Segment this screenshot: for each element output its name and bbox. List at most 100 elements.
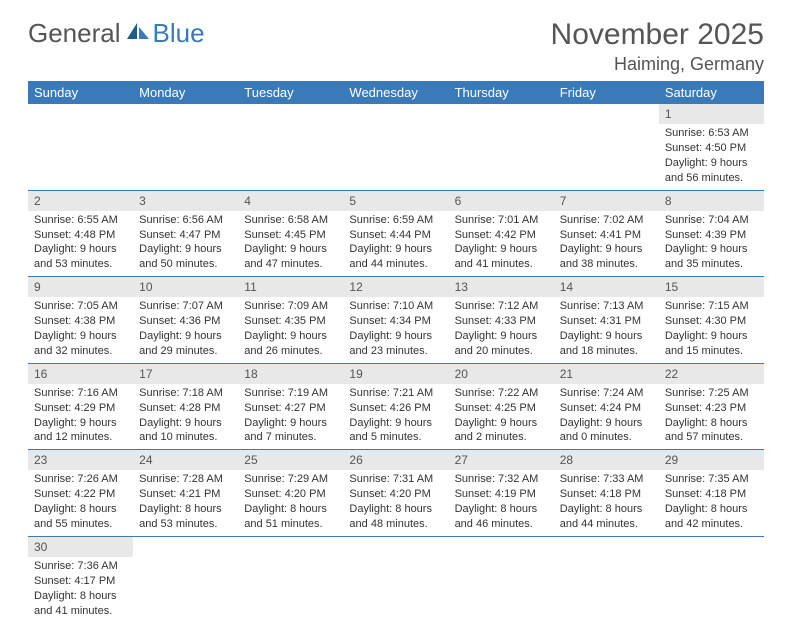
calendar-cell: 26Sunrise: 7:31 AMSunset: 4:20 PMDayligh…: [343, 450, 448, 537]
sunset-line: Sunset: 4:42 PM: [455, 228, 548, 243]
sunrise-line: Sunrise: 6:58 AM: [244, 213, 337, 228]
calendar-cell: 16Sunrise: 7:16 AMSunset: 4:29 PMDayligh…: [28, 363, 133, 450]
day-body: Sunrise: 7:35 AMSunset: 4:18 PMDaylight:…: [659, 470, 764, 535]
day-body: Sunrise: 7:29 AMSunset: 4:20 PMDaylight:…: [238, 470, 343, 535]
daylight-line: Daylight: 8 hours and 51 minutes.: [244, 502, 337, 532]
sunset-line: Sunset: 4:30 PM: [665, 314, 758, 329]
sunset-line: Sunset: 4:22 PM: [34, 487, 127, 502]
calendar-cell: [449, 104, 554, 190]
sunrise-line: Sunrise: 7:05 AM: [34, 299, 127, 314]
day-number: 29: [659, 450, 764, 470]
calendar-cell: 15Sunrise: 7:15 AMSunset: 4:30 PMDayligh…: [659, 277, 764, 364]
title-block: November 2025 Haiming, Germany: [551, 18, 764, 75]
day-number: 9: [28, 277, 133, 297]
day-number: 23: [28, 450, 133, 470]
sunrise-line: Sunrise: 7:29 AM: [244, 472, 337, 487]
day-body: Sunrise: 7:01 AMSunset: 4:42 PMDaylight:…: [449, 211, 554, 276]
daylight-line: Daylight: 8 hours and 48 minutes.: [349, 502, 442, 532]
sunset-line: Sunset: 4:35 PM: [244, 314, 337, 329]
calendar-cell: 19Sunrise: 7:21 AMSunset: 4:26 PMDayligh…: [343, 363, 448, 450]
calendar-cell: [133, 536, 238, 622]
calendar-cell: [238, 536, 343, 622]
day-body: Sunrise: 7:36 AMSunset: 4:17 PMDaylight:…: [28, 557, 133, 622]
daylight-line: Daylight: 9 hours and 15 minutes.: [665, 329, 758, 359]
weekday-header: Tuesday: [238, 81, 343, 104]
daylight-line: Daylight: 9 hours and 0 minutes.: [560, 416, 653, 446]
calendar-cell: 30Sunrise: 7:36 AMSunset: 4:17 PMDayligh…: [28, 536, 133, 622]
day-body: Sunrise: 6:55 AMSunset: 4:48 PMDaylight:…: [28, 211, 133, 276]
day-number: 13: [449, 277, 554, 297]
daylight-line: Daylight: 9 hours and 2 minutes.: [455, 416, 548, 446]
sunset-line: Sunset: 4:25 PM: [455, 401, 548, 416]
calendar-cell: 13Sunrise: 7:12 AMSunset: 4:33 PMDayligh…: [449, 277, 554, 364]
day-number: 2: [28, 191, 133, 211]
day-body: Sunrise: 7:12 AMSunset: 4:33 PMDaylight:…: [449, 297, 554, 362]
daylight-line: Daylight: 8 hours and 42 minutes.: [665, 502, 758, 532]
calendar-cell: 8Sunrise: 7:04 AMSunset: 4:39 PMDaylight…: [659, 190, 764, 277]
weekday-header: Saturday: [659, 81, 764, 104]
day-number: 27: [449, 450, 554, 470]
weekday-header: Thursday: [449, 81, 554, 104]
calendar-cell: 21Sunrise: 7:24 AMSunset: 4:24 PMDayligh…: [554, 363, 659, 450]
daylight-line: Daylight: 9 hours and 44 minutes.: [349, 242, 442, 272]
sunrise-line: Sunrise: 6:56 AM: [139, 213, 232, 228]
header: General Blue November 2025 Haiming, Germ…: [28, 18, 764, 75]
calendar-cell: 23Sunrise: 7:26 AMSunset: 4:22 PMDayligh…: [28, 450, 133, 537]
day-number: 20: [449, 364, 554, 384]
day-number: 6: [449, 191, 554, 211]
day-body: Sunrise: 7:09 AMSunset: 4:35 PMDaylight:…: [238, 297, 343, 362]
daylight-line: Daylight: 8 hours and 41 minutes.: [34, 589, 127, 619]
daylight-line: Daylight: 9 hours and 41 minutes.: [455, 242, 548, 272]
calendar-cell: 25Sunrise: 7:29 AMSunset: 4:20 PMDayligh…: [238, 450, 343, 537]
calendar-cell: 12Sunrise: 7:10 AMSunset: 4:34 PMDayligh…: [343, 277, 448, 364]
sunrise-line: Sunrise: 7:26 AM: [34, 472, 127, 487]
sunset-line: Sunset: 4:31 PM: [560, 314, 653, 329]
day-number: 28: [554, 450, 659, 470]
sunset-line: Sunset: 4:39 PM: [665, 228, 758, 243]
calendar-cell: [554, 536, 659, 622]
logo: General Blue: [28, 18, 205, 49]
day-body: Sunrise: 7:25 AMSunset: 4:23 PMDaylight:…: [659, 384, 764, 449]
sunrise-line: Sunrise: 7:28 AM: [139, 472, 232, 487]
sunrise-line: Sunrise: 7:32 AM: [455, 472, 548, 487]
daylight-line: Daylight: 9 hours and 32 minutes.: [34, 329, 127, 359]
daylight-line: Daylight: 8 hours and 55 minutes.: [34, 502, 127, 532]
daylight-line: Daylight: 9 hours and 20 minutes.: [455, 329, 548, 359]
sunrise-line: Sunrise: 7:12 AM: [455, 299, 548, 314]
sunrise-line: Sunrise: 7:22 AM: [455, 386, 548, 401]
daylight-line: Daylight: 9 hours and 50 minutes.: [139, 242, 232, 272]
day-number: 3: [133, 191, 238, 211]
logo-text-1: General: [28, 18, 121, 49]
day-number: 7: [554, 191, 659, 211]
day-number: 4: [238, 191, 343, 211]
sunset-line: Sunset: 4:20 PM: [349, 487, 442, 502]
day-number: 22: [659, 364, 764, 384]
sunrise-line: Sunrise: 7:04 AM: [665, 213, 758, 228]
daylight-line: Daylight: 9 hours and 53 minutes.: [34, 242, 127, 272]
day-body: Sunrise: 7:02 AMSunset: 4:41 PMDaylight:…: [554, 211, 659, 276]
sunrise-line: Sunrise: 7:35 AM: [665, 472, 758, 487]
calendar-body: 1Sunrise: 6:53 AMSunset: 4:50 PMDaylight…: [28, 104, 764, 622]
sunrise-line: Sunrise: 6:55 AM: [34, 213, 127, 228]
day-body: Sunrise: 7:26 AMSunset: 4:22 PMDaylight:…: [28, 470, 133, 535]
calendar-cell: 3Sunrise: 6:56 AMSunset: 4:47 PMDaylight…: [133, 190, 238, 277]
day-body: Sunrise: 6:59 AMSunset: 4:44 PMDaylight:…: [343, 211, 448, 276]
day-number: 26: [343, 450, 448, 470]
sunrise-line: Sunrise: 7:25 AM: [665, 386, 758, 401]
day-body: Sunrise: 7:04 AMSunset: 4:39 PMDaylight:…: [659, 211, 764, 276]
sunset-line: Sunset: 4:18 PM: [665, 487, 758, 502]
calendar-head: SundayMondayTuesdayWednesdayThursdayFrid…: [28, 81, 764, 104]
daylight-line: Daylight: 9 hours and 12 minutes.: [34, 416, 127, 446]
calendar-cell: 4Sunrise: 6:58 AMSunset: 4:45 PMDaylight…: [238, 190, 343, 277]
sunrise-line: Sunrise: 7:10 AM: [349, 299, 442, 314]
calendar-table: SundayMondayTuesdayWednesdayThursdayFrid…: [28, 81, 764, 622]
sunrise-line: Sunrise: 7:36 AM: [34, 559, 127, 574]
sunrise-line: Sunrise: 7:13 AM: [560, 299, 653, 314]
calendar-cell: 28Sunrise: 7:33 AMSunset: 4:18 PMDayligh…: [554, 450, 659, 537]
daylight-line: Daylight: 9 hours and 26 minutes.: [244, 329, 337, 359]
sunset-line: Sunset: 4:21 PM: [139, 487, 232, 502]
sunset-line: Sunset: 4:18 PM: [560, 487, 653, 502]
sunrise-line: Sunrise: 7:16 AM: [34, 386, 127, 401]
sunset-line: Sunset: 4:36 PM: [139, 314, 232, 329]
day-body: Sunrise: 7:07 AMSunset: 4:36 PMDaylight:…: [133, 297, 238, 362]
